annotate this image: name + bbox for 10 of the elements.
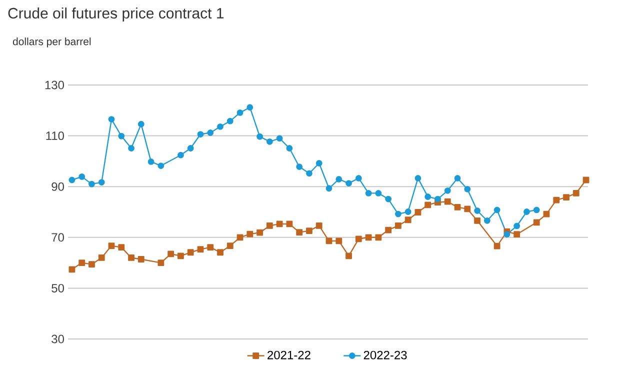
legend-label: 2022-23: [364, 350, 407, 360]
chart-title: Crude oil futures price contract 1: [8, 8, 224, 22]
chart-subtitle: dollars per barrel: [12, 38, 91, 48]
y-tick-label: 110: [46, 132, 64, 140]
y-tick-label: 70: [52, 233, 64, 242]
legend-label: 2021-22: [268, 350, 310, 360]
y-tick-label: 30: [52, 334, 64, 344]
y-tick-label: 90: [52, 182, 64, 191]
y-tick-label: 50: [52, 284, 64, 292]
y-tick-label: 130: [45, 80, 64, 90]
